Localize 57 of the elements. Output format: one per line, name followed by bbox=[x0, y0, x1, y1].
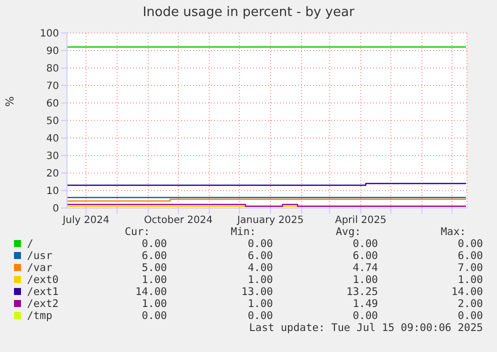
text: 4.00 bbox=[248, 262, 273, 274]
y-tick-label: 30 bbox=[46, 151, 59, 162]
text: 1.00 bbox=[142, 274, 167, 286]
text: 0.00 bbox=[142, 310, 167, 322]
y-tick-label: 60 bbox=[46, 98, 59, 110]
text: 1.00 bbox=[458, 274, 483, 286]
text: 13.00 bbox=[241, 286, 273, 298]
x-tick-label: July 2024 bbox=[62, 215, 110, 226]
text: 6.00 bbox=[142, 250, 167, 262]
text: 0.00 bbox=[458, 238, 483, 250]
text: 14.00 bbox=[451, 286, 483, 298]
text: Max: bbox=[440, 226, 466, 238]
text: 6.00 bbox=[458, 250, 483, 262]
x-tick-label: October 2024 bbox=[144, 215, 213, 226]
y-axis-title: % bbox=[4, 95, 16, 109]
legend-label: /var bbox=[27, 262, 52, 274]
y-tick-label: 40 bbox=[46, 134, 59, 145]
text: Avg: bbox=[336, 226, 361, 238]
y-tick-label: 100 bbox=[40, 28, 59, 40]
legend-label: /ext1 bbox=[27, 286, 59, 298]
y-tick-label: 0 bbox=[52, 204, 59, 215]
text: Last update: Tue Jul 15 09:00:06 2025 bbox=[249, 322, 483, 334]
text: 2.00 bbox=[458, 298, 483, 310]
legend-label: / bbox=[27, 238, 34, 250]
x-tick-label: January 2025 bbox=[236, 215, 304, 226]
text: Cur: bbox=[124, 226, 150, 238]
y-tick-label: 70 bbox=[46, 81, 59, 92]
text: 0.00 bbox=[352, 310, 378, 322]
y-tick-label: 10 bbox=[46, 186, 59, 198]
text: 0.00 bbox=[248, 238, 273, 250]
text: 0.00 bbox=[458, 310, 483, 322]
text: 1.00 bbox=[248, 274, 273, 286]
y-tick-label: 20 bbox=[46, 168, 59, 180]
text: 1.00 bbox=[142, 298, 167, 310]
legend-label: /ext0 bbox=[27, 274, 59, 286]
text: Min: bbox=[230, 226, 256, 238]
y-tick-label: 50 bbox=[46, 116, 59, 128]
text: 1.49 bbox=[352, 298, 378, 310]
text: 7.00 bbox=[458, 262, 483, 274]
text: 1.00 bbox=[352, 274, 378, 286]
text: 0.00 bbox=[352, 238, 378, 250]
text: 4.74 bbox=[352, 262, 378, 274]
legend-label: /usr bbox=[27, 250, 52, 262]
text: 0.00 bbox=[248, 310, 273, 322]
text: 14.00 bbox=[135, 286, 167, 298]
text: 5.00 bbox=[142, 262, 167, 274]
legend-label: /tmp bbox=[27, 310, 52, 322]
chart-title: Inode usage in percent - by year bbox=[142, 5, 356, 20]
legend-label: /ext2 bbox=[27, 298, 59, 310]
text: 6.00 bbox=[248, 250, 273, 262]
text: 1.00 bbox=[248, 298, 273, 310]
x-tick-label: April 2025 bbox=[334, 215, 386, 226]
text: 13.25 bbox=[346, 286, 378, 298]
text: 6.00 bbox=[352, 250, 378, 262]
y-tick-label: 80 bbox=[46, 64, 59, 75]
text: 0.00 bbox=[142, 238, 167, 250]
y-tick-label: 90 bbox=[46, 46, 59, 58]
